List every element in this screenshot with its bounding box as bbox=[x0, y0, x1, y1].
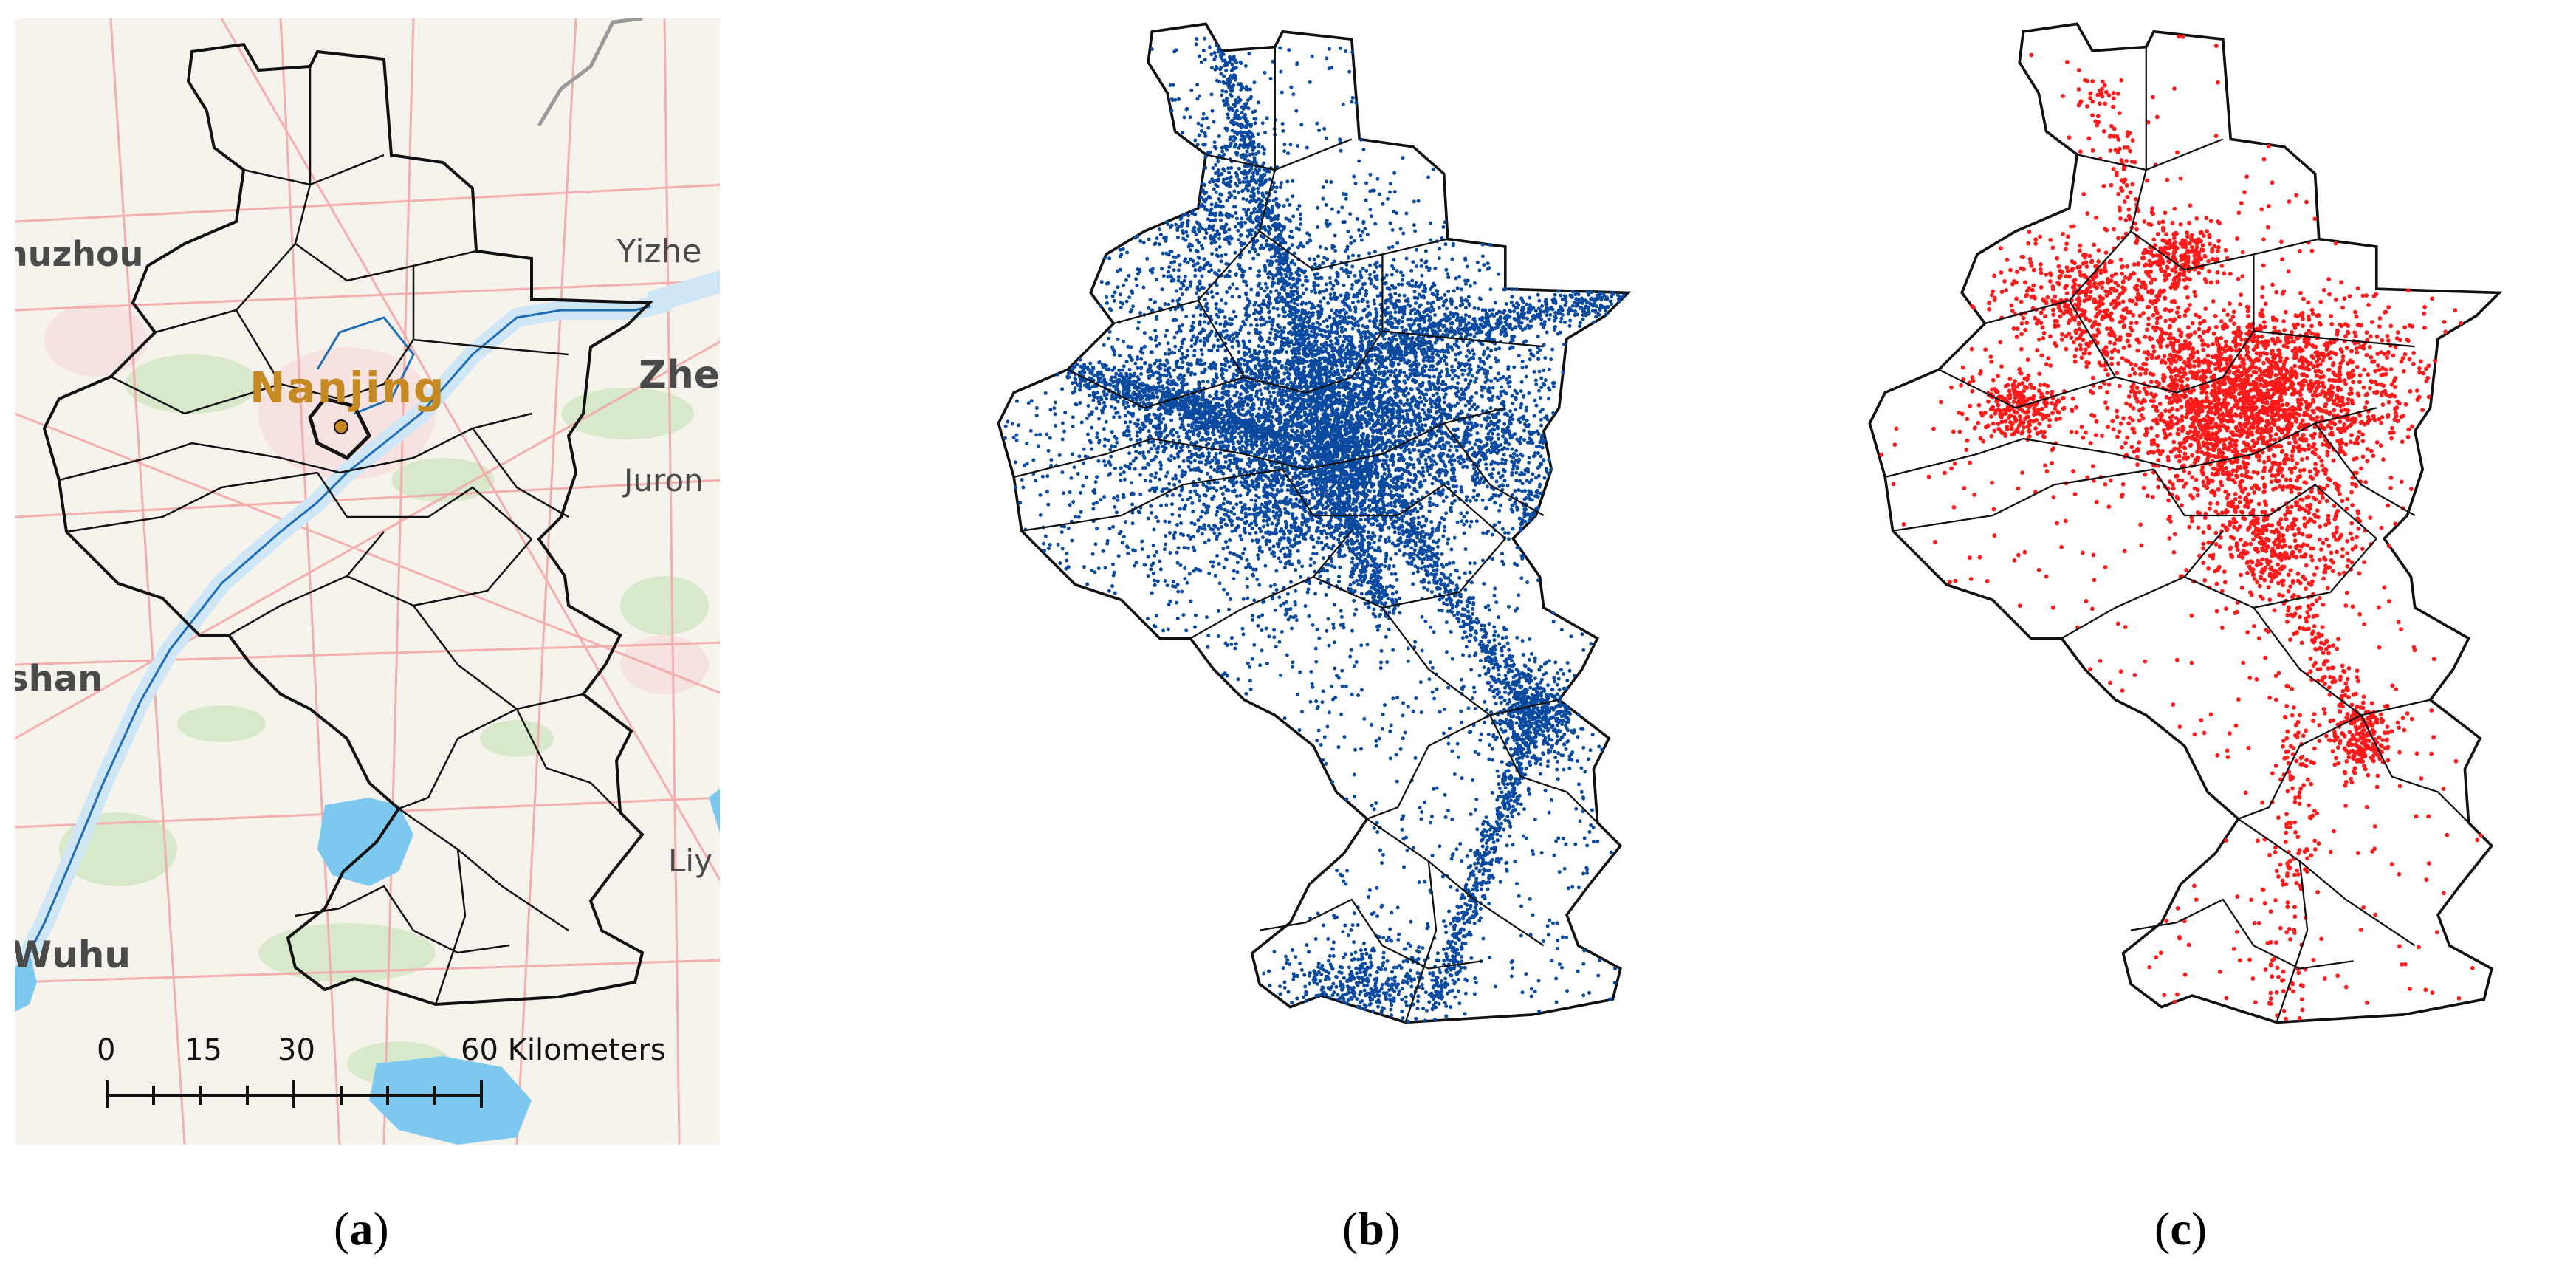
downtown-ring bbox=[308, 397, 372, 461]
district-boundaries-a bbox=[58, 66, 621, 1005]
scale-bar: 0 15 30 60 Kilometers bbox=[97, 1033, 666, 1108]
scale-label-15: 15 bbox=[185, 1033, 222, 1067]
river-loop bbox=[316, 316, 415, 415]
label-liyang: Liy bbox=[668, 843, 712, 879]
panel-a-map: huzhou Yizhe Zhe Nanjing Juron shan Liy … bbox=[4, 18, 720, 1145]
point-layer-b bbox=[1003, 36, 1626, 1024]
nanjing-marker bbox=[334, 419, 348, 434]
label-jurong: Juron bbox=[622, 462, 704, 499]
caption-b: (b) bbox=[1342, 1202, 1400, 1255]
captions: (a) (b) (c) bbox=[334, 1202, 2207, 1255]
nanjing-outline-c bbox=[1868, 22, 2501, 1024]
district-boundaries-b bbox=[1013, 47, 1598, 1023]
scale-label-30: 30 bbox=[278, 1033, 315, 1067]
province-border bbox=[537, 18, 643, 127]
label-nanjing: Nanjing bbox=[250, 363, 446, 413]
caption-a: (a) bbox=[334, 1202, 389, 1255]
label-wuhu: Wuhu bbox=[11, 933, 131, 976]
scale-label-0: 0 bbox=[97, 1033, 115, 1067]
caption-c: (c) bbox=[2154, 1202, 2207, 1255]
scale-label-60: 60 Kilometers bbox=[461, 1033, 666, 1067]
district-boundaries-c bbox=[1884, 47, 2470, 1023]
label-yizheng: Yizhe bbox=[616, 233, 702, 270]
lake-gucheng bbox=[369, 1056, 532, 1145]
road-network bbox=[15, 18, 720, 1145]
lake-shijiu bbox=[317, 798, 413, 886]
scale-bar-labels: 0 15 30 60 Kilometers bbox=[97, 1033, 666, 1067]
nanjing-outline-b bbox=[997, 22, 1630, 1024]
place-labels: huzhou Yizhe Zhe Nanjing Juron shan Liy … bbox=[4, 233, 720, 976]
lake-left bbox=[15, 953, 37, 1012]
label-zhenjiang: Zhe bbox=[639, 353, 720, 397]
point-layer-c bbox=[1879, 34, 2483, 1021]
panel-c-map bbox=[1868, 22, 2501, 1024]
panel-b-map bbox=[997, 22, 1630, 1024]
scale-bar-line bbox=[106, 1080, 483, 1108]
label-maanshan: shan bbox=[7, 658, 103, 699]
label-chuzhou: huzhou bbox=[4, 234, 143, 274]
